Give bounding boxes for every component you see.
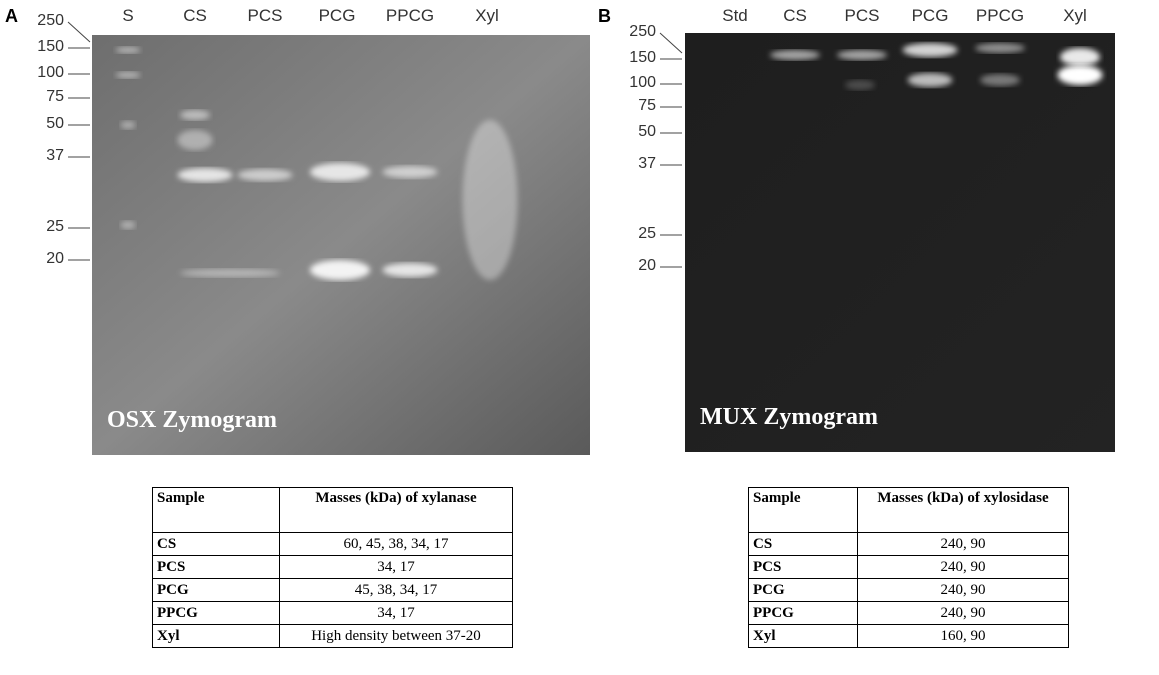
table-cell: CS (152, 532, 280, 556)
table-cell: 34, 17 (279, 601, 513, 625)
panel-label: B (598, 6, 611, 26)
band (180, 269, 280, 277)
band (115, 72, 141, 78)
lane-label: Xyl (1063, 6, 1087, 25)
table-row: Xyl 160, 90 (748, 624, 1069, 648)
marker-label: 50 (46, 115, 64, 132)
table-cell: PCS (152, 555, 280, 579)
lane-label: PCS (844, 6, 880, 25)
marker-label: 25 (638, 225, 656, 242)
table-row: CS 240, 90 (748, 532, 1069, 556)
band (1057, 65, 1103, 85)
table-row: Xyl High density between 37-20 (152, 624, 513, 648)
table-cell: 160, 90 (857, 624, 1069, 648)
header-row: Sample Masses (kDa) of xylosidase (748, 487, 1069, 533)
band (120, 221, 136, 229)
header-row: Sample Masses (kDa) of xylanase (152, 487, 513, 533)
table-row: CS 60, 45, 38, 34, 17 (152, 532, 513, 556)
table-row: PCG 45, 38, 34, 17 (152, 578, 513, 602)
band (382, 263, 438, 277)
band (177, 168, 233, 182)
band (310, 163, 370, 181)
lane-label: CS (783, 6, 807, 25)
table-cell: CS (748, 532, 858, 556)
table-row: PCS 34, 17 (152, 555, 513, 579)
table-cell: 34, 17 (279, 555, 513, 579)
lane-label: Xyl (475, 6, 499, 25)
results-table: Sample Masses (kDa) of xylosidase CS 240, 9… (748, 487, 1069, 648)
marker-label: 150 (629, 49, 656, 66)
table-row: PCG 240, 90 (748, 578, 1069, 602)
marker-label: 37 (46, 147, 64, 164)
band (120, 121, 136, 129)
lane-label: PCG (911, 6, 949, 25)
lane-label: PCG (318, 6, 356, 25)
band (837, 50, 887, 60)
marker-label: 100 (629, 74, 656, 91)
marker-label: 20 (46, 250, 64, 267)
lane-label: PPCG (385, 6, 435, 25)
gel (685, 33, 1115, 452)
band (310, 260, 370, 280)
marker-label: 25 (46, 218, 64, 235)
gel-title: MUX Zymogram (700, 404, 878, 430)
lane-label: CS (183, 6, 207, 25)
table-row: PCS 240, 90 (748, 555, 1069, 579)
table-cell: 240, 90 (857, 532, 1069, 556)
table-cell: 240, 90 (857, 578, 1069, 602)
lane-label: S (122, 6, 134, 25)
marker-label: 20 (638, 257, 656, 274)
table-cell: PCS (748, 555, 858, 579)
marker-label: 250 (629, 23, 656, 40)
table-cell: PCG (748, 578, 858, 602)
marker-label: 50 (638, 123, 656, 140)
band (180, 110, 210, 120)
band (770, 50, 820, 60)
band (382, 166, 438, 178)
table-cell: PPCG (152, 601, 280, 625)
gel-title: OSX Zymogram (107, 407, 277, 433)
table-cell: Xyl (152, 624, 280, 648)
marker-label: 150 (37, 38, 64, 55)
lane-label: Std (722, 6, 748, 25)
table-cell: 240, 90 (857, 555, 1069, 579)
band (902, 43, 958, 57)
marker-label: 100 (37, 64, 64, 81)
band (980, 74, 1020, 86)
marker-label: 37 (638, 155, 656, 172)
marker-label: 250 (37, 12, 64, 29)
table-cell: 45, 38, 34, 17 (279, 578, 513, 602)
panel-label: A (5, 6, 18, 26)
band (237, 169, 293, 181)
band (177, 130, 213, 150)
table-cell: 60, 45, 38, 34, 17 (279, 532, 513, 556)
marker-tick (67, 21, 91, 43)
band (907, 73, 953, 87)
gel-image (67, 21, 590, 455)
band (975, 43, 1025, 53)
gel-image (659, 32, 1115, 452)
header-cell: Masses (kDa) of xylosidase (857, 487, 1069, 533)
header-cell: Sample (152, 487, 280, 533)
lane-label: PCS (247, 6, 283, 25)
table-cell: Xyl (748, 624, 858, 648)
header-cell: Masses (kDa) of xylanase (279, 487, 513, 533)
header-cell: Sample (748, 487, 858, 533)
table-row: PPCG 240, 90 (748, 601, 1069, 625)
table-cell: High density between 37-20 (279, 624, 513, 648)
band (845, 80, 875, 90)
marker-label: 75 (46, 88, 64, 105)
table-cell: PPCG (748, 601, 858, 625)
marker-label: 75 (638, 97, 656, 114)
table-cell: PCG (152, 578, 280, 602)
table-row: PPCG 34, 17 (152, 601, 513, 625)
results-table: Sample Masses (kDa) of xylanase CS 60, 45, … (152, 487, 513, 648)
lane-label: PPCG (975, 6, 1025, 25)
band (1060, 48, 1100, 66)
band (462, 120, 518, 280)
marker-tick (659, 32, 683, 54)
table-cell: 240, 90 (857, 601, 1069, 625)
band (115, 47, 141, 53)
